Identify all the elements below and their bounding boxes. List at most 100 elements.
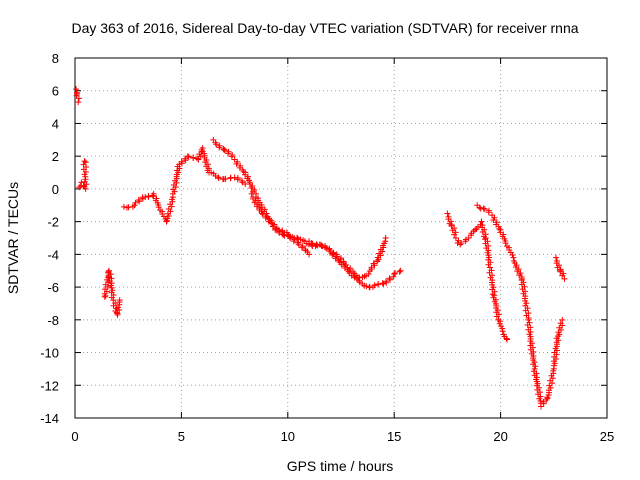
data-point-interp	[557, 320, 564, 327]
data-point-interp	[382, 278, 389, 285]
series-s3	[101, 267, 123, 318]
data-point-interp	[222, 175, 229, 182]
data-point-interp	[145, 193, 152, 200]
data-point-interp	[481, 206, 488, 213]
y-tick-label: 2	[52, 149, 59, 164]
data-point	[480, 205, 487, 212]
data-point	[478, 218, 485, 225]
data-point	[195, 156, 202, 163]
data-point	[212, 172, 219, 179]
data-point-interp	[213, 141, 220, 148]
data-point	[486, 264, 493, 271]
y-tick-label: -4	[47, 247, 59, 262]
x-axis-label: GPS time / hours	[287, 458, 394, 474]
data-point	[561, 275, 568, 282]
data-point-interp	[75, 95, 82, 102]
data-point-interp	[194, 155, 201, 162]
data-point-interp	[485, 209, 492, 216]
data-point-interp	[386, 275, 393, 282]
series-s4	[120, 145, 249, 225]
data-point-interp	[509, 251, 516, 258]
data-point	[76, 184, 83, 191]
data-point	[248, 190, 255, 197]
data-point-interp	[155, 204, 162, 211]
data-point-interp	[458, 240, 465, 247]
data-point-interp	[363, 283, 370, 290]
data-point-interp	[502, 240, 509, 247]
data-point-interp	[82, 159, 89, 166]
data-point-interp	[215, 174, 222, 181]
data-point	[348, 272, 355, 279]
chart-title: Day 363 of 2016, Sidereal Day-to-day VTE…	[71, 20, 578, 36]
data-point-interp	[108, 294, 115, 301]
data-point-interp	[216, 144, 223, 151]
data-point-interp	[248, 184, 255, 191]
y-axis-label: SDTVAR / TECUs	[5, 182, 21, 294]
y-tick-label: 4	[52, 116, 59, 131]
data-point	[552, 254, 559, 261]
y-tick-label: 8	[52, 51, 59, 66]
data-point	[444, 210, 451, 217]
data-point-interp	[181, 155, 188, 162]
data-point-interp	[269, 220, 276, 227]
series-s10	[474, 202, 566, 410]
data-point-interp	[485, 261, 492, 268]
axis-ticks: 0 5 10 15 20 25 -14 -12 -10 -8 -6 -4 -2 0 2 4 6 8	[40, 51, 614, 444]
data-point	[538, 403, 545, 410]
data-point	[106, 267, 113, 274]
data-point-interp	[297, 236, 304, 243]
data-point	[75, 99, 82, 106]
data-point-interp	[132, 199, 139, 206]
data-point-interp	[251, 199, 258, 206]
data-point	[457, 241, 464, 248]
data-point	[510, 254, 517, 261]
series-s2	[76, 158, 90, 192]
data-point-interp	[514, 268, 521, 275]
data-point	[73, 86, 80, 93]
y-tick-label: -2	[47, 215, 59, 230]
data-point	[365, 271, 372, 277]
data-point	[559, 316, 566, 323]
data-point-interp	[178, 158, 185, 165]
y-tick-label: -10	[40, 346, 59, 361]
series-s7	[306, 238, 404, 291]
data-point-interp	[215, 175, 222, 182]
data-point-interp	[557, 268, 564, 275]
data-point-interp	[272, 226, 279, 233]
data-point-interp	[375, 280, 382, 287]
data-point	[116, 297, 123, 304]
x-tick-label: 10	[281, 429, 295, 444]
data-point	[397, 267, 404, 274]
series-s1	[73, 86, 82, 106]
data-point-interp	[299, 243, 306, 250]
series-s9	[478, 218, 510, 343]
data-point-interp	[234, 176, 241, 183]
data-point-interp	[225, 150, 232, 157]
data-point-interp	[262, 214, 269, 221]
data-point-interp	[321, 244, 328, 251]
data-point-interp	[317, 241, 324, 248]
x-tick-label: 5	[178, 429, 185, 444]
data-point-interp	[387, 276, 394, 283]
data-point-interp	[233, 160, 240, 167]
x-tick-label: 20	[493, 429, 507, 444]
series-s8	[444, 210, 485, 248]
data-point	[391, 271, 398, 277]
data-point-interp	[135, 197, 142, 204]
data-point-interp	[392, 270, 399, 277]
y-tick-label: -14	[40, 411, 59, 426]
y-tick-label: 6	[52, 84, 59, 99]
data-point-interp	[338, 261, 345, 268]
x-tick-label: 0	[71, 429, 78, 444]
data-point-interp	[295, 235, 302, 242]
data-point-interp	[238, 177, 245, 184]
data-point	[306, 251, 313, 258]
data-point-interp	[490, 216, 497, 223]
data-point-interp	[532, 363, 539, 370]
data-point	[482, 235, 489, 241]
data-point	[472, 226, 479, 233]
data-point-interp	[299, 244, 306, 251]
y-tick-label: -6	[47, 280, 59, 295]
grid-lines	[75, 58, 607, 418]
series-s5	[210, 136, 313, 258]
